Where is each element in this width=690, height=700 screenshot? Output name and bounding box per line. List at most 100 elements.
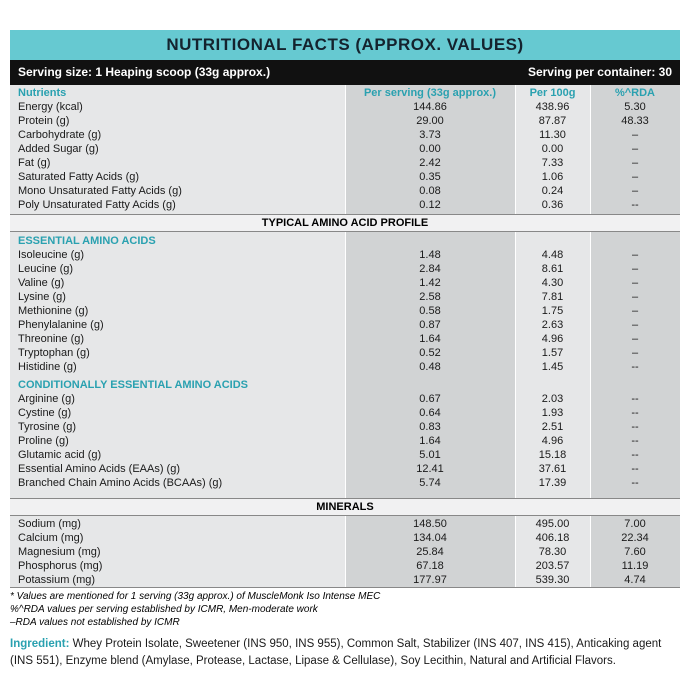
table-cell: Carbohydrate (g): [18, 129, 102, 141]
servings-per-container: Serving per container: 30: [527, 65, 672, 79]
ingredients: Ingredient: Whey Protein Isolate, Sweete…: [10, 636, 680, 670]
table-cell: 67.18: [416, 560, 444, 572]
table-cell: 87.87: [538, 115, 567, 127]
table-cell: 7.00: [624, 518, 646, 530]
table-cell: 0.00: [541, 143, 564, 155]
section-band: MINERALS: [10, 498, 680, 516]
table-cell: 0.83: [419, 421, 441, 433]
table-cell: 1.57: [541, 347, 564, 359]
table-cell: Phenylalanine (g): [18, 319, 104, 331]
table-cell: Fat (g): [18, 157, 51, 169]
table-cell: 0.64: [419, 407, 441, 419]
table-cell: –: [631, 185, 639, 197]
table-cell: –: [631, 305, 639, 317]
table-cell: 1.45: [541, 361, 564, 373]
column-header: Nutrients: [18, 87, 67, 99]
table-cell: Saturated Fatty Acids (g): [18, 171, 140, 183]
table-cell: Sodium (mg): [18, 518, 81, 530]
table-cell: –: [631, 143, 639, 155]
table-cell: Essential Amino Acids (EAAs) (g): [18, 463, 181, 475]
subsection-title: ESSENTIAL AMINO ACIDS: [18, 235, 156, 247]
table-cell: 0.67: [419, 393, 441, 405]
table-cell: 495.00: [535, 518, 570, 530]
table-cell: 1.06: [541, 171, 564, 183]
table-cell: 3.73: [419, 129, 441, 141]
table-cell: 438.96: [535, 101, 570, 113]
table-cell: 0.36: [541, 199, 564, 211]
table-cell: 11.19: [621, 560, 649, 572]
table-cell: 1.64: [419, 435, 441, 447]
table-cell: 0.12: [419, 199, 441, 211]
ingredients-text: Whey Protein Isolate, Sweetener (INS 950…: [10, 638, 662, 667]
table-cell: Valine (g): [18, 277, 65, 289]
table-cell: Branched Chain Amino Acids (BCAAs) (g): [18, 477, 223, 489]
table-cell: Mono Unsaturated Fatty Acids (g): [18, 185, 182, 197]
footnote: %^RDA values per serving established by …: [10, 604, 318, 615]
serving-bar: [10, 60, 680, 85]
table-cell: –: [631, 347, 639, 359]
table-cell: Isoleucine (g): [18, 249, 85, 261]
column-header: Per 100g: [529, 87, 576, 99]
table-cell: Proline (g): [18, 435, 69, 447]
table-cell: –: [631, 129, 639, 141]
table-cell: 0.00: [419, 143, 441, 155]
table-cell: Poly Unsaturated Fatty Acids (g): [18, 199, 176, 211]
table-cell: 7.33: [541, 157, 564, 169]
table-cell: 5.30: [624, 101, 646, 113]
column-header: Per serving (33g approx.): [363, 87, 497, 99]
table-cell: 1.42: [419, 277, 441, 289]
table-cell: Arginine (g): [18, 393, 75, 405]
table-cell: 15.18: [538, 449, 567, 461]
table-cell: 1.93: [541, 407, 564, 419]
subsection-title: CONDITIONALLY ESSENTIAL AMINO ACIDS: [18, 379, 249, 391]
table-cell: 4.48: [541, 249, 564, 261]
table-cell: 1.75: [541, 305, 564, 317]
table-cell: Magnesium (mg): [18, 546, 101, 558]
column-header: %^RDA: [614, 87, 656, 99]
table-cell: 5.74: [419, 477, 441, 489]
table-cell: Potassium (mg): [18, 574, 96, 586]
table-cell: --: [631, 477, 639, 489]
table-cell: Glutamic acid (g): [18, 449, 102, 461]
table-cell: Cystine (g): [18, 407, 72, 419]
table-cell: 22.34: [621, 532, 649, 544]
table-cell: 0.35: [419, 171, 441, 183]
table-cell: 406.18: [535, 532, 570, 544]
table-cell: 78.30: [538, 546, 567, 558]
table-cell: Tyrosine (g): [18, 421, 77, 433]
table-cell: 0.87: [419, 319, 441, 331]
table-cell: –: [631, 171, 639, 183]
table-cell: Lysine (g): [18, 291, 66, 303]
section-band: TYPICAL AMINO ACID PROFILE: [10, 214, 680, 232]
table-cell: 2.63: [541, 319, 564, 331]
table-cell: 203.57: [535, 560, 570, 572]
table-cell: --: [631, 199, 639, 211]
table-cell: 8.61: [541, 263, 564, 275]
table-cell: 144.86: [413, 101, 447, 113]
table-cell: 12.41: [416, 463, 444, 475]
table-cell: 0.48: [419, 361, 441, 373]
table-cell: 7.81: [541, 291, 564, 303]
table-cell: 4.96: [541, 333, 564, 345]
table-cell: --: [631, 435, 639, 447]
table-cell: 2.51: [541, 421, 564, 433]
table-cell: Threonine (g): [18, 333, 85, 345]
table-cell: 2.03: [541, 393, 564, 405]
table-cell: 7.60: [624, 546, 646, 558]
ingredients-label: Ingredient:: [10, 638, 70, 650]
table-cell: Added Sugar (g): [18, 143, 99, 155]
table-cell: --: [631, 463, 639, 475]
table-cell: Energy (kcal): [18, 101, 83, 113]
table-cell: 0.24: [541, 185, 564, 197]
table-cell: –: [631, 319, 639, 331]
table-cell: Histidine (g): [18, 361, 77, 373]
table-cell: --: [631, 421, 639, 433]
table-cell: 2.58: [419, 291, 441, 303]
table-cell: –: [631, 249, 639, 261]
table-cell: --: [631, 361, 639, 373]
table-cell: 25.84: [416, 546, 444, 558]
table-cell: 48.33: [621, 115, 649, 127]
table-cell: –: [631, 291, 639, 303]
table-cell: 4.30: [541, 277, 564, 289]
